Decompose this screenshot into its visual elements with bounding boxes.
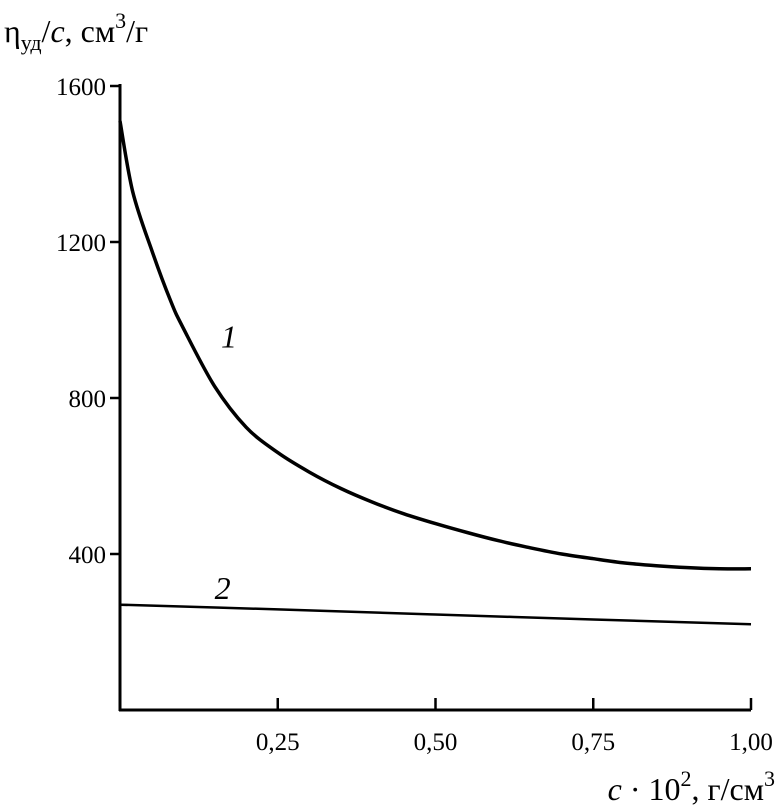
series-line-1 <box>118 120 752 571</box>
y-tick-label: 1200 <box>56 230 106 257</box>
y-tick-label: 400 <box>69 542 107 569</box>
y-axis-title: ηуд/c, см3/г <box>4 8 148 55</box>
series-label-1: 1 <box>221 318 237 354</box>
y-axis-title-sub: уд <box>21 30 42 55</box>
x-axis-title-sup: 2 <box>681 766 692 791</box>
ticks: 400 800 1200 1600 0,25 0,50 0,75 1,00 <box>56 74 773 756</box>
series-line-2 <box>119 603 752 626</box>
y-tick-label: 800 <box>69 386 107 413</box>
x-tick-label: 0,75 <box>571 729 615 756</box>
x-axis-title-var: c <box>608 771 622 807</box>
x-tick-label: 0,25 <box>256 729 300 756</box>
svg-text:c · 102, г/см3: c · 102, г/см3 <box>608 766 775 807</box>
svg-text:ηуд/c, см3/г: ηуд/c, см3/г <box>4 8 148 55</box>
x-tick-label: 1,00 <box>729 729 773 756</box>
x-axis-title-sup2: 3 <box>764 766 775 791</box>
y-axis-title-unit: , см <box>65 13 115 49</box>
x-tick-label: 0,50 <box>414 729 458 756</box>
y-axis-title-main: η <box>4 13 21 49</box>
axes <box>118 84 751 712</box>
x-axis-title-unit: , г/см <box>692 771 764 807</box>
x-axis-title: c · 102, г/см3 <box>608 766 775 807</box>
series: 12 <box>118 120 752 626</box>
x-axis-title-op: · 10 <box>622 771 681 807</box>
y-axis-title-sup: 3 <box>115 8 126 33</box>
y-axis-title-unit-end: /г <box>126 13 148 49</box>
y-axis-title-var: c <box>50 13 64 49</box>
y-tick-label: 1600 <box>56 74 106 101</box>
series-label-2: 2 <box>215 570 231 606</box>
y-axis-title-slash: / <box>42 13 51 49</box>
